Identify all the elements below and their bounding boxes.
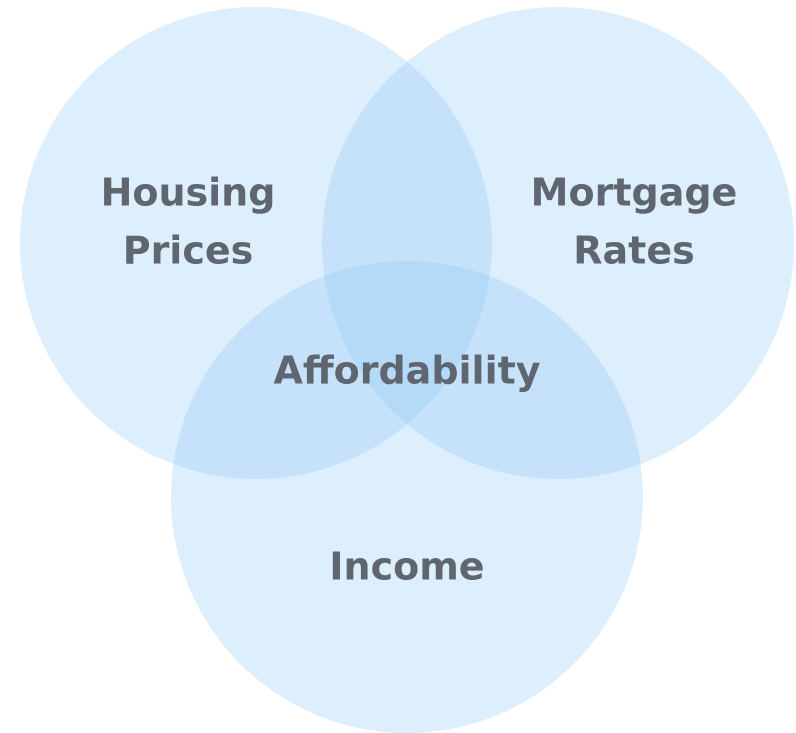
set-label: Prices	[123, 229, 254, 273]
set-label: Mortgage	[531, 171, 738, 215]
set-circle	[171, 261, 643, 733]
set-circle	[322, 7, 794, 479]
set-label: Housing	[101, 171, 276, 215]
set-label: Rates	[573, 229, 694, 273]
set-label: Income	[329, 545, 484, 589]
set-circle	[20, 7, 492, 479]
center-label: Affordability	[273, 349, 540, 393]
